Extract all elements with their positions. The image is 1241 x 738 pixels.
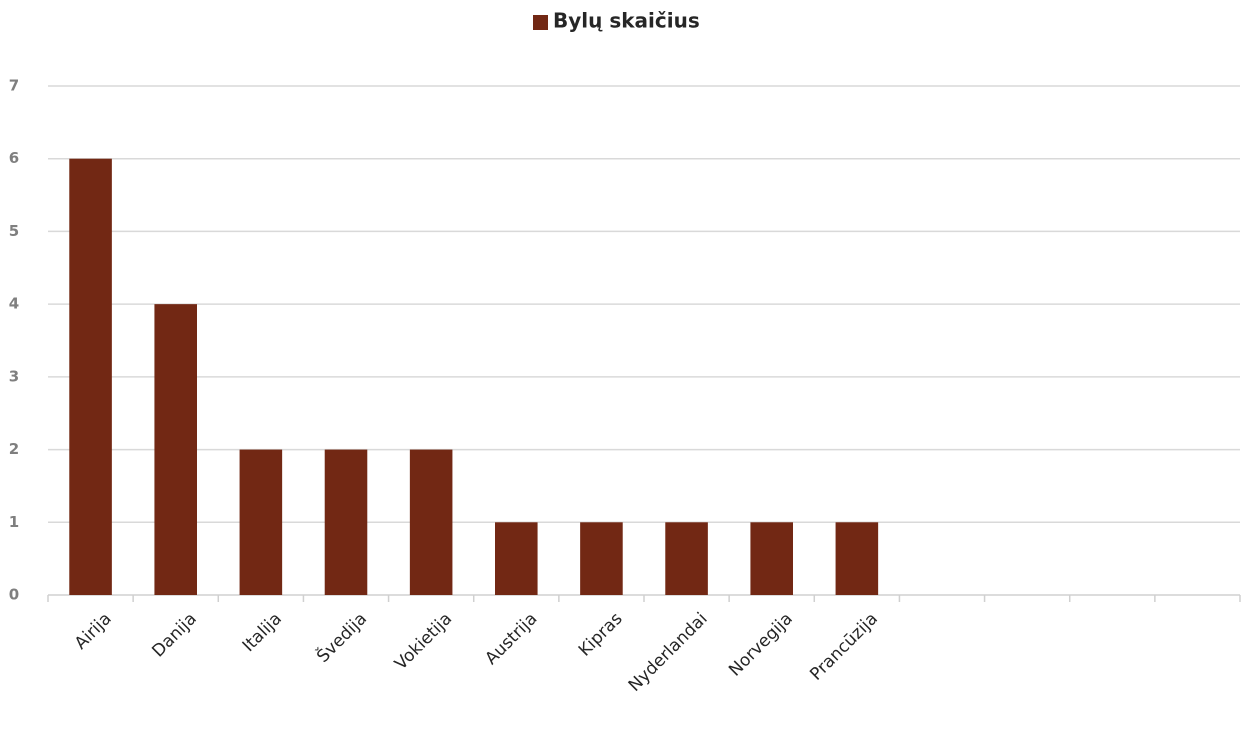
- bar: [580, 522, 623, 595]
- y-tick-label: 7: [9, 77, 19, 95]
- y-tick-label: 2: [9, 440, 19, 458]
- bar: [495, 522, 538, 595]
- x-tick-label: Austrija: [481, 609, 541, 669]
- x-tick-label: Prancūzija: [806, 609, 882, 685]
- bar: [69, 158, 112, 595]
- x-tick-label: Vokietija: [391, 609, 456, 674]
- y-tick-label: 3: [9, 367, 19, 385]
- x-tick-label: Danija: [148, 609, 200, 661]
- y-tick-label: 1: [9, 513, 19, 531]
- y-tick-label: 0: [9, 586, 19, 604]
- bar: [324, 449, 368, 595]
- x-tick-label: Švedija: [312, 608, 371, 667]
- bar: [665, 522, 708, 595]
- legend-swatch: [533, 15, 548, 30]
- bar: [750, 522, 793, 595]
- x-tick-label: Kipras: [575, 609, 627, 661]
- bar: [154, 304, 197, 595]
- bar: [835, 522, 879, 595]
- y-tick-label: 4: [9, 295, 19, 313]
- x-tick-label: Norvegija: [725, 609, 797, 681]
- x-tick-label: Italija: [239, 609, 286, 656]
- bar: [409, 449, 453, 595]
- legend-label: Bylų skaičius: [553, 9, 700, 33]
- y-tick-label: 6: [9, 149, 19, 167]
- bar: [239, 449, 283, 595]
- x-tick-label: Nyderlandai: [625, 609, 712, 696]
- y-tick-label: 5: [9, 222, 19, 240]
- x-tick-label: Airija: [71, 609, 116, 654]
